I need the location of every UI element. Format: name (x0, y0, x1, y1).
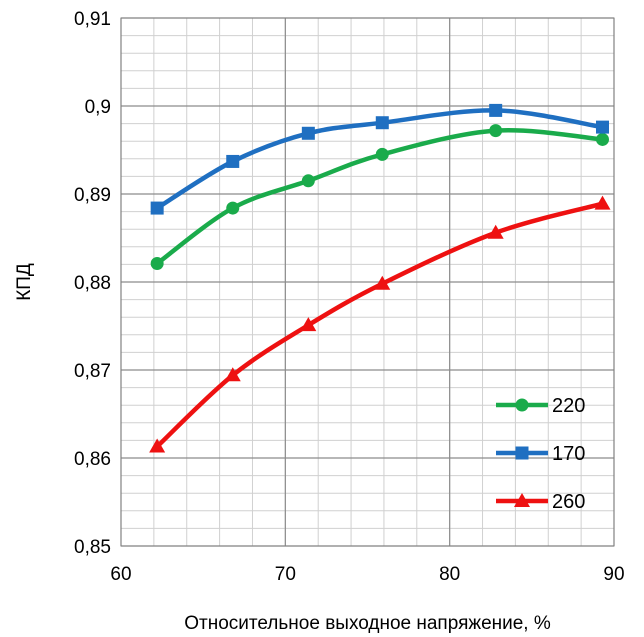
data-point-220 (301, 174, 315, 188)
data-point-220 (226, 201, 240, 215)
legend-marker-220 (515, 398, 529, 412)
series-170 (150, 103, 609, 215)
data-point-220 (150, 257, 164, 271)
legend-item-220: 220 (496, 395, 585, 417)
data-point-170 (375, 116, 389, 130)
series-line-260 (154, 201, 605, 449)
y-tick-label: 0,85 (74, 537, 111, 558)
plot-area (120, 17, 615, 547)
legend-item-170: 170 (496, 443, 585, 465)
y-tick-label: 0,86 (74, 449, 111, 470)
x-tick-label: 90 (603, 564, 624, 585)
tick-labels: 60 70 80 90 0,85 0,86 0,87 0,88 0,89 0,9 0,91 (74, 9, 625, 585)
legend: 220 170 260 (496, 395, 585, 513)
x-axis-title: Относительное выходное напряжение, % (184, 613, 551, 634)
x-tick-label: 70 (275, 564, 296, 585)
data-point-170 (150, 201, 164, 215)
data-point-170 (595, 120, 609, 134)
data-point-260 (594, 195, 611, 210)
legend-marker-170 (515, 446, 529, 460)
data-point-170 (301, 126, 315, 140)
series-220 (150, 124, 609, 271)
series-260 (149, 195, 611, 453)
data-point-170 (226, 154, 240, 168)
series-layer (149, 103, 611, 453)
data-point-260 (374, 275, 391, 290)
y-tick-label: 0,88 (74, 273, 111, 294)
data-point-260 (300, 317, 317, 332)
y-tick-label: 0,91 (74, 9, 111, 30)
data-point-170 (489, 103, 503, 117)
x-tick-label: 60 (110, 564, 131, 585)
data-point-220 (375, 147, 389, 161)
y-tick-label: 0,89 (74, 185, 111, 206)
series-line-170 (154, 108, 605, 211)
legend-label-220: 220 (552, 395, 585, 417)
data-point-220 (595, 132, 609, 146)
legend-label-170: 170 (552, 443, 585, 465)
data-point-260 (224, 367, 241, 382)
legend-marker-260 (514, 493, 530, 507)
major-grid (120, 17, 615, 547)
legend-item-260: 260 (496, 491, 585, 513)
data-point-260 (149, 438, 166, 453)
y-tick-label: 0,87 (74, 361, 111, 382)
x-tick-label: 80 (439, 564, 460, 585)
y-tick-label: 0,9 (85, 97, 111, 118)
data-point-260 (487, 224, 504, 239)
series-line-220 (154, 128, 605, 266)
y-axis-title: КПД (14, 263, 35, 301)
data-point-220 (489, 124, 503, 138)
legend-label-260: 260 (552, 491, 585, 513)
